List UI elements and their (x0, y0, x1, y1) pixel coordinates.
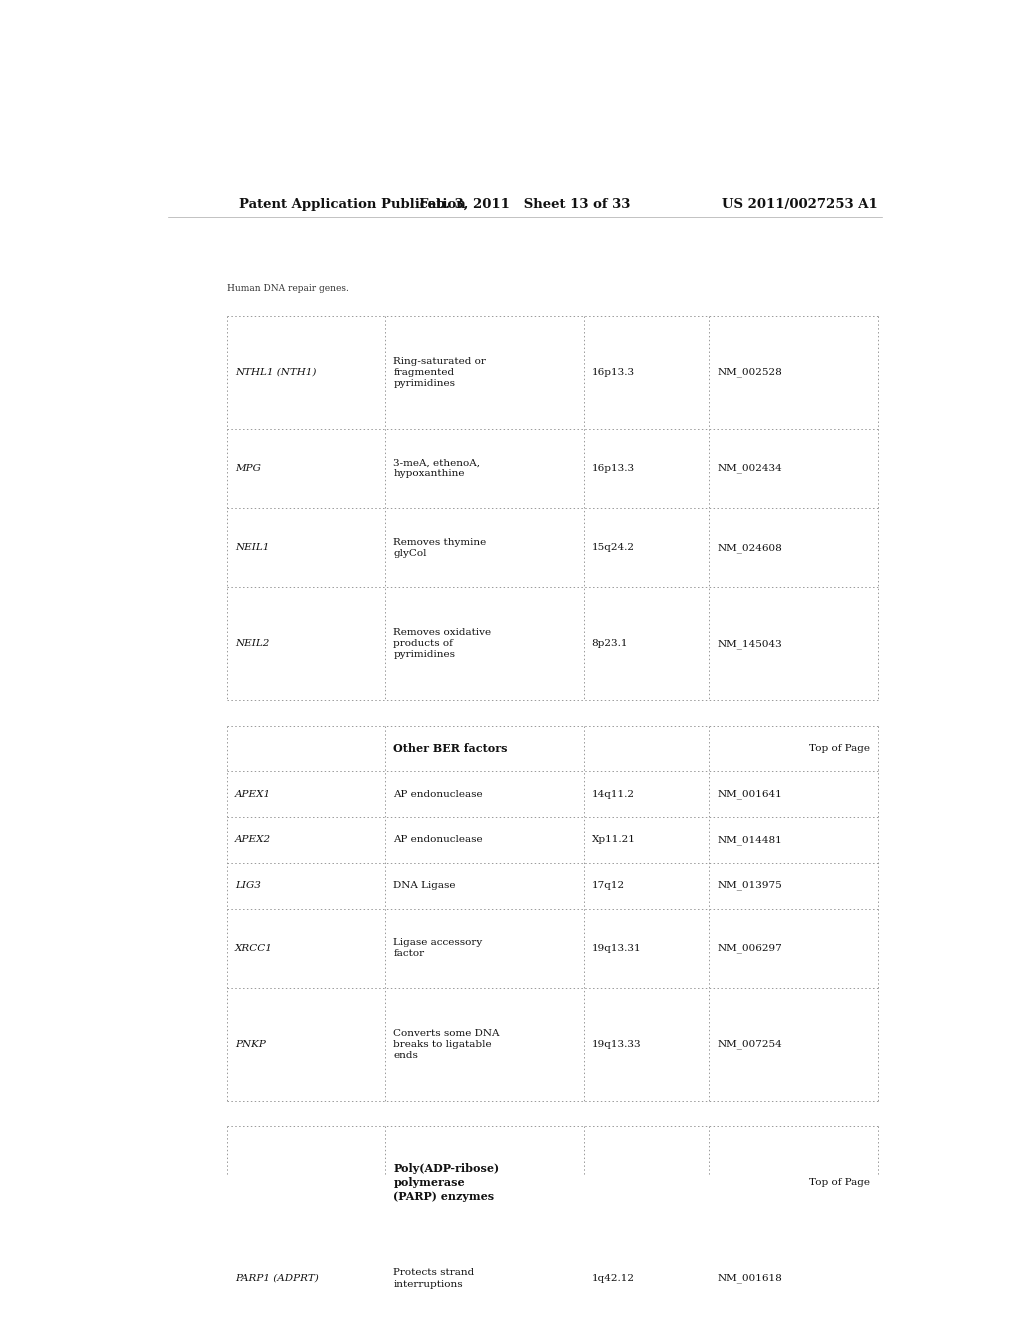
Text: NM_145043: NM_145043 (718, 639, 782, 648)
Text: Ligase accessory
factor: Ligase accessory factor (393, 939, 482, 958)
Text: XRCC1: XRCC1 (236, 944, 273, 953)
Text: NM_002528: NM_002528 (718, 367, 782, 378)
Text: NEIL2: NEIL2 (236, 639, 269, 648)
Text: NM_006297: NM_006297 (718, 944, 782, 953)
Text: PNKP: PNKP (236, 1040, 266, 1048)
Text: 15q24.2: 15q24.2 (592, 544, 635, 552)
Text: DNA Ligase: DNA Ligase (393, 882, 456, 890)
Text: US 2011/0027253 A1: US 2011/0027253 A1 (722, 198, 878, 211)
Text: Xp11.21: Xp11.21 (592, 836, 636, 845)
Text: Human DNA repair genes.: Human DNA repair genes. (227, 284, 349, 293)
Text: 3-meA, ethenoA,
hypoxanthine: 3-meA, ethenoA, hypoxanthine (393, 458, 480, 478)
Text: NM_024608: NM_024608 (718, 543, 782, 553)
Text: Top of Page: Top of Page (809, 1177, 870, 1187)
Text: NTHL1 (NTH1): NTHL1 (NTH1) (236, 368, 316, 376)
Text: AP endonuclease: AP endonuclease (393, 836, 483, 845)
Text: NM_002434: NM_002434 (718, 463, 782, 474)
Text: 19q13.33: 19q13.33 (592, 1040, 641, 1048)
Text: Ring-saturated or
fragmented
pyrimidines: Ring-saturated or fragmented pyrimidines (393, 356, 486, 388)
Text: Converts some DNA
breaks to ligatable
ends: Converts some DNA breaks to ligatable en… (393, 1028, 500, 1060)
Text: 17q12: 17q12 (592, 882, 625, 890)
Text: Feb. 3, 2011   Sheet 13 of 33: Feb. 3, 2011 Sheet 13 of 33 (419, 198, 631, 211)
Text: NM_001618: NM_001618 (718, 1274, 782, 1283)
Text: NM_001641: NM_001641 (718, 789, 782, 799)
Text: 19q13.31: 19q13.31 (592, 944, 641, 953)
Text: Top of Page: Top of Page (809, 744, 870, 752)
Text: Removes thymine
glyCol: Removes thymine glyCol (393, 537, 486, 558)
Text: 16p13.3: 16p13.3 (592, 368, 635, 376)
Text: Poly(ADP-ribose)
polymerase
(PARP) enzymes: Poly(ADP-ribose) polymerase (PARP) enzym… (393, 1163, 500, 1201)
Text: NM_013975: NM_013975 (718, 880, 782, 891)
Text: 14q11.2: 14q11.2 (592, 789, 635, 799)
Text: Protects strand
interruptions: Protects strand interruptions (393, 1269, 474, 1288)
Text: LIG3: LIG3 (236, 882, 261, 890)
Text: AP endonuclease: AP endonuclease (393, 789, 483, 799)
Text: APEX2: APEX2 (236, 836, 271, 845)
Text: Other BER factors: Other BER factors (393, 743, 508, 754)
Text: APEX1: APEX1 (236, 789, 271, 799)
Text: PARP1 (ADPRT): PARP1 (ADPRT) (236, 1274, 318, 1283)
Text: Patent Application Publication: Patent Application Publication (240, 198, 466, 211)
Text: 16p13.3: 16p13.3 (592, 463, 635, 473)
Text: MPG: MPG (236, 463, 261, 473)
Text: NEIL1: NEIL1 (236, 544, 269, 552)
Text: Removes oxidative
products of
pyrimidines: Removes oxidative products of pyrimidine… (393, 628, 492, 659)
Text: NM_007254: NM_007254 (718, 1039, 782, 1049)
Text: 1q42.12: 1q42.12 (592, 1274, 635, 1283)
Text: 8p23.1: 8p23.1 (592, 639, 629, 648)
Text: NM_014481: NM_014481 (718, 836, 782, 845)
